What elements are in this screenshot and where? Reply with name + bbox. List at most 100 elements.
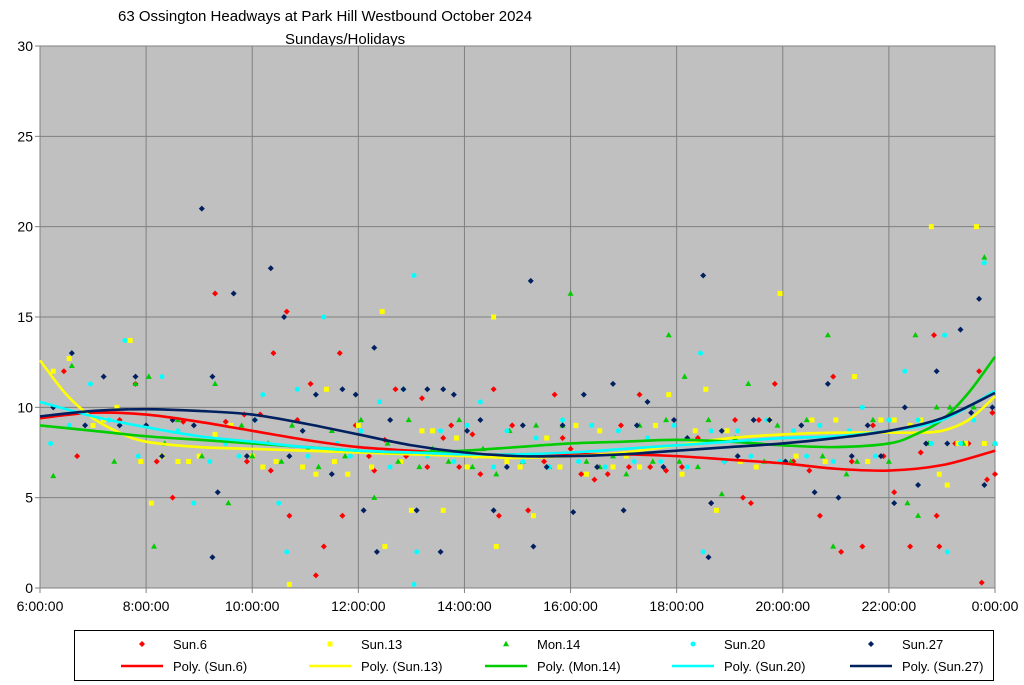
- point-mon-14: [445, 458, 452, 464]
- point-sun-27: [68, 350, 75, 357]
- point-sun-20: [915, 417, 921, 423]
- point-sun-13: [878, 417, 884, 423]
- point-sun-13: [430, 428, 436, 434]
- point-sun-27: [594, 463, 601, 470]
- point-sun-27: [530, 543, 537, 550]
- point-sun-27: [976, 295, 983, 302]
- point-sun-27: [766, 416, 773, 423]
- point-sun-13: [583, 471, 589, 477]
- point-sun-27: [633, 422, 640, 429]
- point-mon-14: [665, 331, 672, 338]
- point-sun-13: [491, 314, 497, 320]
- point-sun-20: [576, 459, 582, 465]
- point-sun-20: [859, 404, 865, 410]
- legend-marker-swatch: [503, 640, 509, 647]
- point-sun-27: [413, 507, 420, 514]
- point-sun-20: [602, 464, 608, 470]
- point-sun-13: [138, 459, 144, 465]
- point-sun-27: [490, 507, 497, 514]
- point-sun-20: [790, 428, 796, 434]
- legend-item: Poly. (Sun.13): [307, 657, 442, 675]
- point-sun-13: [544, 435, 550, 441]
- legend-item: Sun.20: [670, 635, 765, 653]
- point-mon-14: [745, 380, 752, 387]
- point-sun-6: [992, 471, 998, 478]
- point-sun-27: [464, 427, 471, 434]
- point-sun-20: [294, 386, 300, 392]
- point-sun-6: [771, 380, 778, 387]
- legend-line-swatch: [309, 664, 351, 668]
- point-sun-20: [804, 453, 810, 459]
- point-sun-13: [90, 422, 96, 428]
- point-sun-6: [917, 449, 924, 456]
- point-sun-6: [907, 543, 914, 550]
- point-sun-13: [865, 459, 871, 465]
- point-sun-27: [559, 422, 566, 429]
- point-sun-27: [299, 427, 306, 434]
- point-sun-13: [573, 422, 579, 428]
- point-mon-14: [915, 512, 922, 518]
- point-sun-6: [806, 467, 813, 474]
- point-sun-6: [869, 422, 876, 429]
- point-sun-27: [718, 427, 725, 434]
- x-tick-label: 0:00:00: [972, 598, 1019, 614]
- point-mon-14: [583, 458, 590, 464]
- point-sun-27: [251, 416, 258, 423]
- point-mon-14: [649, 458, 656, 464]
- plot-area: 0 5 10 15 20 25 30 6:00:00 8:00:00 10:00:00 12:00:…: [17, 38, 1019, 614]
- point-sun-13: [809, 417, 815, 423]
- point-sun-6: [739, 494, 746, 501]
- point-sun-20: [305, 453, 311, 459]
- point-sun-20: [748, 453, 754, 459]
- point-sun-13: [918, 417, 924, 423]
- point-sun-13: [944, 482, 950, 488]
- point-sun-20: [438, 428, 444, 434]
- point-sun-20: [48, 440, 54, 446]
- point-mon-14: [238, 422, 245, 428]
- point-sun-13: [286, 581, 292, 587]
- point-sun-13: [196, 453, 202, 459]
- point-mon-14: [946, 404, 953, 410]
- point-sun-27: [209, 554, 216, 561]
- point-sun-6: [448, 422, 455, 429]
- point-sun-13: [652, 422, 658, 428]
- point-sun-27: [82, 422, 89, 429]
- legend-label: Poly. (Sun.27): [902, 658, 984, 674]
- point-sun-6: [559, 435, 566, 442]
- point-sun-27: [267, 265, 274, 272]
- point-mon-14: [705, 416, 712, 423]
- point-mon-14: [249, 452, 256, 459]
- point-sun-20: [387, 464, 393, 470]
- point-sun-20: [477, 399, 483, 405]
- point-sun-27: [620, 507, 627, 514]
- point-sun-27: [989, 404, 996, 411]
- point-sun-20: [992, 440, 998, 446]
- point-sun-6: [933, 512, 940, 519]
- point-sun-13: [300, 464, 306, 470]
- point-mon-14: [843, 470, 850, 477]
- point-sun-27: [312, 391, 319, 398]
- point-sun-6: [551, 391, 558, 398]
- point-sun-27: [198, 205, 205, 212]
- point-sun-20: [708, 428, 714, 434]
- point-sun-13: [928, 224, 934, 230]
- x-tick-label: 8:00:00: [123, 598, 170, 614]
- point-sun-20: [377, 399, 383, 405]
- point-sun-6: [392, 386, 399, 393]
- legend-label: Sun.6: [173, 636, 207, 652]
- point-sun-27: [981, 482, 988, 489]
- point-sun-27: [424, 386, 431, 393]
- point-sun-13: [408, 507, 414, 513]
- point-sun-27: [387, 416, 394, 423]
- point-sun-20: [464, 422, 470, 428]
- point-sun-13: [610, 464, 616, 470]
- x-tick-label: 12:00:00: [331, 598, 386, 614]
- point-sun-27: [437, 548, 444, 555]
- point-sun-27: [824, 380, 831, 387]
- point-sun-27: [915, 482, 922, 489]
- point-sun-6: [625, 463, 632, 470]
- point-sun-6: [978, 579, 985, 586]
- point-mon-14: [416, 463, 423, 470]
- point-sun-20: [260, 392, 266, 398]
- point-sun-6: [339, 512, 346, 519]
